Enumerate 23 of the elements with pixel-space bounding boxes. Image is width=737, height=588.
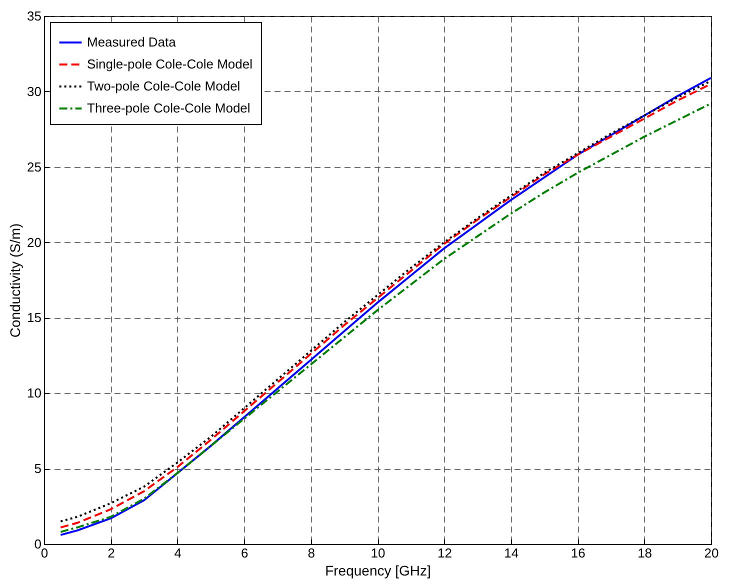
y-tick-label: 10 bbox=[27, 386, 42, 401]
x-tick-label: 4 bbox=[174, 546, 182, 560]
y-tick-label: 20 bbox=[27, 234, 42, 250]
y-tick-label: 35 bbox=[27, 8, 42, 24]
legend-label: Measured Data bbox=[87, 34, 177, 50]
x-tick-label: 18 bbox=[638, 546, 652, 560]
y-tick-label: 25 bbox=[27, 159, 42, 174]
x-tick-label: 6 bbox=[240, 546, 248, 560]
y-tick-label: 30 bbox=[27, 84, 42, 99]
x-tick-label: 14 bbox=[504, 546, 519, 560]
x-tick-label: 20 bbox=[704, 546, 719, 560]
x-tick-label: 8 bbox=[308, 546, 315, 560]
legend-label: Two-pole Cole-Cole Model bbox=[87, 78, 240, 94]
x-tick-label: 10 bbox=[370, 546, 386, 560]
y-tick-label: 5 bbox=[34, 461, 42, 476]
x-axis-title: Frequency [GHz] bbox=[325, 562, 431, 578]
x-tick-label: 2 bbox=[108, 546, 115, 560]
legend-label: Single-pole Cole-Cole Model bbox=[87, 56, 253, 72]
x-tick-label: 12 bbox=[437, 546, 452, 560]
y-tick-label: 15 bbox=[27, 310, 42, 326]
legend-label: Three-pole Cole-Cole Model bbox=[87, 100, 250, 116]
y-axis-title: Conductivity (S/m) bbox=[7, 223, 24, 338]
x-tick-label: 16 bbox=[570, 546, 586, 560]
